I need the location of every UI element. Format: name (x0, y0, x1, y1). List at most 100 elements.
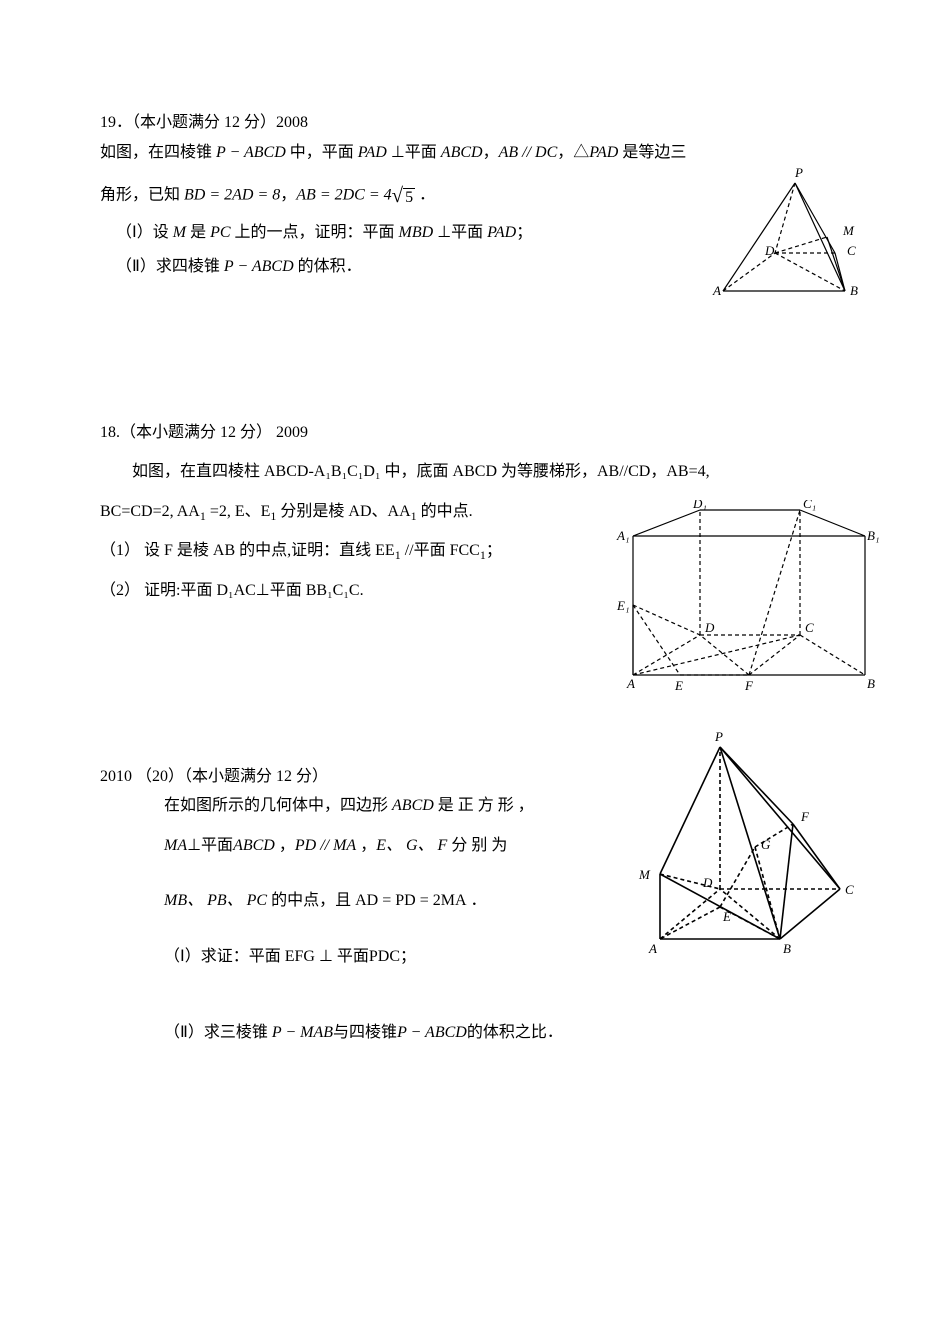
text: 是 正 方 形 ， (434, 797, 534, 814)
math: ABCD (392, 797, 434, 814)
svg-text:P: P (714, 729, 723, 744)
math: P − ABCD (224, 258, 294, 275)
math: P − MAB (272, 1024, 333, 1041)
math: P − ABCD (397, 1024, 467, 1041)
text: 是 (186, 224, 210, 241)
problem-20-part2: （Ⅱ）求三棱锥 P − MAB与四棱锥P − ABCD的体积之比． (100, 1020, 855, 1046)
math: MBD (399, 224, 434, 241)
svg-text:C: C (845, 882, 854, 897)
problem-19-points: （本小题满分 12 分） (132, 114, 276, 131)
problem-20-number: （20） (136, 768, 184, 785)
problem-18-points: （本小题满分 12 分） (120, 424, 272, 441)
text: ； (486, 542, 502, 559)
text: 与四棱锥 (333, 1024, 397, 1041)
svg-text:B: B (783, 941, 791, 956)
problem-19-line1: 如图，在四棱锥 P − ABCD 中，平面 PAD ⊥平面 ABCD，AB //… (100, 140, 855, 166)
problem-18-year: 2009 (276, 424, 308, 441)
math: PC (210, 224, 230, 241)
math: MA (164, 837, 187, 854)
svg-text:D: D (764, 243, 775, 258)
text: （Ⅱ）求四棱锥 (116, 258, 224, 275)
problem-20: 2010 （20）（本小题满分 12 分） 在如图所示的几何体中，四边形 ABC… (100, 764, 855, 1046)
problem-20-year: 2010 (100, 768, 132, 785)
text: =2, E、E (206, 503, 271, 520)
sqrt: √5 (392, 179, 415, 212)
math: PAD (589, 144, 618, 161)
radicand: 5 (403, 188, 415, 206)
text: 分别是棱 AD、AA (276, 503, 410, 520)
problem-19-header: 19．（本小题满分 12 分）2008 (100, 110, 855, 136)
text: 的中点. (417, 503, 473, 520)
svg-text:D₁: D₁ (692, 500, 707, 511)
svg-text:D: D (702, 875, 713, 890)
math: PAD (487, 224, 516, 241)
svg-text:D: D (704, 620, 715, 635)
math: AD = PD = 2MA (355, 892, 466, 909)
text: ， (275, 837, 295, 854)
problem-18-number: 18 (100, 424, 116, 441)
text: ． (415, 187, 435, 204)
text: BC=CD=2, AA (100, 503, 200, 520)
math: BD = 2AD = 8 (184, 187, 280, 204)
svg-text:A: A (626, 676, 635, 691)
svg-text:A: A (712, 283, 721, 298)
text: ， (356, 837, 376, 854)
math: M (173, 224, 186, 241)
svg-text:F: F (744, 678, 754, 693)
problem-18-header: 18.（本小题满分 12 分） 2009 (100, 420, 855, 446)
text: 的体积． (294, 258, 362, 275)
text: 是等边三 (618, 144, 686, 161)
text: ⊥平面 (433, 224, 487, 241)
text: ⊥平面 (187, 837, 233, 854)
svg-text:E₁: E₁ (616, 598, 629, 613)
math: ABCD (233, 837, 275, 854)
text: //平面 FCC (401, 542, 480, 559)
text: 的中点，且 (267, 892, 355, 909)
svg-text:E: E (722, 909, 731, 924)
svg-text:E: E (674, 678, 683, 693)
text: 如图，在直四棱柱 ABCD-A₁B₁C₁D₁ 中，底面 ABCD 为等腰梯形，A… (132, 463, 710, 480)
svg-text:M: M (638, 867, 651, 882)
text: （Ⅰ）设 (116, 224, 173, 241)
math: AB = 2DC = 4 (296, 187, 391, 204)
svg-text:A: A (648, 941, 657, 956)
text: 的体积之比． (467, 1024, 563, 1041)
svg-text:B: B (867, 676, 875, 691)
text: （1） 设 F 是棱 AB 的中点,证明：直线 EE (100, 542, 395, 559)
text: 中，平面 (286, 144, 358, 161)
problem-19-year: 2008 (276, 114, 308, 131)
text: （2） 证明:平面 D₁AC⊥平面 BB₁C₁C. (100, 582, 364, 599)
problem-19-number: 19 (100, 114, 116, 131)
svg-text:G: G (761, 837, 771, 852)
svg-text:F: F (800, 809, 810, 824)
math: AB // DC (499, 144, 558, 161)
text: 如图，在四棱锥 (100, 144, 216, 161)
svg-text:C₁: C₁ (803, 500, 816, 511)
text: ， (280, 187, 296, 204)
problem-19: 19．（本小题满分 12 分）2008 如图，在四棱锥 P − ABCD 中，平… (100, 110, 855, 280)
math: PAD (358, 144, 387, 161)
text: ，△ (557, 144, 589, 161)
figure-20: A B C D M P E G F (625, 729, 865, 969)
text: （Ⅰ）求证：平面 EFG ⊥ 平面PDC； (164, 948, 416, 965)
text: ； (516, 224, 532, 241)
text: 在如图所示的几何体中，四边形 (164, 797, 392, 814)
text: ． (467, 892, 487, 909)
svg-text:P: P (794, 165, 803, 180)
math: E、 G、 F (376, 837, 447, 854)
problem-20-points: （本小题满分 12 分） (184, 768, 328, 785)
math: MB、 PB、 PC (164, 892, 267, 909)
svg-text:B₁: B₁ (867, 528, 879, 543)
svg-text:B: B (850, 283, 858, 298)
math: PD // MA (295, 837, 356, 854)
problem-18-line1: 如图，在直四棱柱 ABCD-A₁B₁C₁D₁ 中，底面 ABCD 为等腰梯形，A… (100, 459, 855, 485)
math: P − ABCD (216, 144, 286, 161)
svg-text:A₁: A₁ (616, 528, 629, 543)
figure-19: PMCDAB (695, 165, 865, 315)
problem-18: 18.（本小题满分 12 分） 2009 如图，在直四棱柱 ABCD-A₁B₁C… (100, 420, 855, 604)
text: （Ⅱ）求三棱锥 (164, 1024, 272, 1041)
text: ， (483, 144, 499, 161)
svg-text:C: C (847, 243, 856, 258)
figure-18: A₁D₁C₁B₁ADCBE₁EF (615, 500, 885, 700)
text: ⊥平面 (387, 144, 441, 161)
